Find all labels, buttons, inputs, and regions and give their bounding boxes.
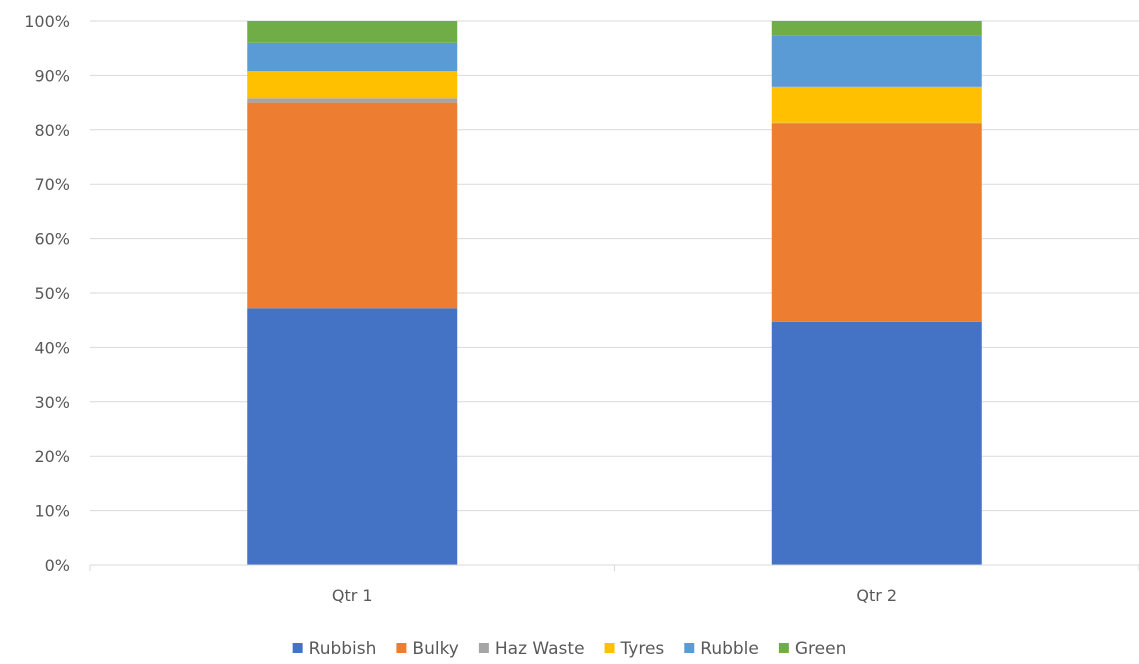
bar-stack [247,21,458,565]
legend-item[interactable]: Haz Waste [478,639,585,659]
y-tick-label: 0% [45,556,70,575]
bar-segment [247,42,458,72]
bar-segment [771,321,982,565]
legend-label: Bulky [412,639,458,659]
y-tick-label: 20% [34,447,70,466]
y-tick-label: 10% [34,502,70,521]
legend-swatch [396,643,407,653]
bar-segment [771,123,982,322]
legend-swatch [684,643,695,653]
legend-swatch [292,643,303,653]
y-tick-label: 30% [34,393,70,412]
y-tick-label: 50% [34,284,70,303]
x-tick-label: Qtr 2 [856,586,897,605]
legend-label: Rubble [700,639,759,659]
legend-item[interactable]: Rubbish [292,639,377,659]
y-tick-label: 90% [34,66,70,85]
legend-item[interactable]: Green [778,639,846,659]
bar-segment [247,98,458,103]
bar-segment [247,21,458,43]
y-tick-label: 80% [34,121,70,140]
y-tick-label: 40% [34,338,70,357]
legend-item[interactable]: Rubble [684,639,759,659]
y-tick-label: 60% [34,230,70,249]
legend[interactable]: Rubbish Bulky Haz Waste Tyres Rubble Green [292,639,847,659]
bar-segment [247,308,458,565]
legend-item[interactable]: Tyres [604,639,665,659]
legend-swatch [778,643,789,653]
bar-segment [247,71,458,99]
legend-swatch [604,643,615,653]
legend-swatch [478,643,489,653]
legend-item[interactable]: Bulky [396,639,459,659]
legend-label: Green [795,639,846,659]
legend-label: Tyres [620,639,665,659]
bars [247,21,982,565]
y-axis-tick-labels: 0% 10% 20% 30% 40% 50% 60% 70% 80% 90% 100% [24,12,70,575]
y-tick-label: 100% [24,12,70,31]
x-axis: Qtr 1 Qtr 2 [89,564,1139,605]
x-tick-label: Qtr 1 [332,586,373,605]
bar-stack [771,21,982,565]
legend-label: Haz Waste [495,639,585,659]
bar-segment [771,35,982,87]
bar-segment [771,86,982,123]
bar-segment [771,122,982,124]
y-tick-label: 70% [34,175,70,194]
bar-segment [247,102,458,309]
legend-label: Rubbish [309,639,377,659]
bar-segment [771,21,982,36]
